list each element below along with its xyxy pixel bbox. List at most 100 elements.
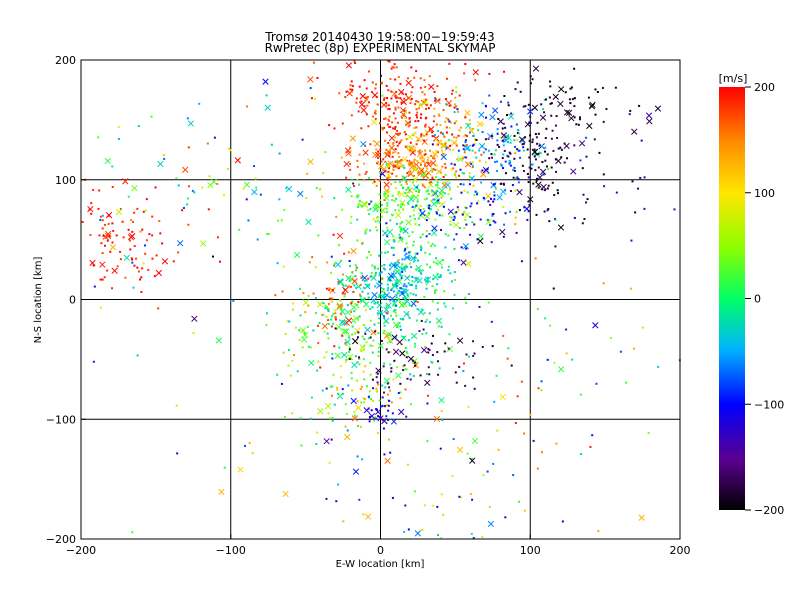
data-point-dot <box>348 336 351 339</box>
data-point-dot <box>449 215 452 218</box>
data-point-dot <box>550 114 553 117</box>
data-point-dot <box>358 363 361 366</box>
data-point-dot <box>398 292 401 295</box>
data-point-x <box>381 230 389 237</box>
data-point-dot <box>441 149 444 152</box>
data-point-dot <box>532 439 535 442</box>
data-point-dot <box>446 180 449 183</box>
data-point-dot <box>439 171 442 174</box>
data-point-dot <box>193 191 196 194</box>
data-point-dot <box>490 320 493 323</box>
data-point-x <box>372 206 379 213</box>
data-point-dot <box>333 262 336 265</box>
data-point-dot <box>369 344 372 347</box>
data-point-x <box>417 309 425 316</box>
data-point-dot <box>386 177 389 180</box>
data-point-dot <box>350 301 353 304</box>
data-point-dot <box>605 107 608 110</box>
data-point-dot <box>436 534 439 537</box>
data-point-dot <box>579 159 582 162</box>
data-point-dot <box>418 149 421 152</box>
data-point-dot <box>386 404 389 407</box>
data-point-dot <box>491 345 494 348</box>
data-point-dot <box>384 160 387 163</box>
data-point-dot <box>418 330 421 333</box>
data-point-dot <box>449 220 452 223</box>
data-point-dot <box>436 302 439 305</box>
data-point-dot <box>106 269 109 272</box>
data-point-dot <box>373 419 376 422</box>
data-point-dot <box>354 264 357 267</box>
data-point-dot <box>406 77 409 80</box>
data-point-dot <box>544 317 547 320</box>
data-point-dot <box>385 222 388 225</box>
data-point-dot <box>507 347 510 350</box>
data-point-x <box>401 155 408 163</box>
data-point-dot <box>631 180 634 183</box>
data-point-dot <box>509 152 512 155</box>
data-point-dot <box>462 183 465 186</box>
data-point-dot <box>478 149 481 152</box>
data-point-dot <box>391 155 394 158</box>
data-point-dot <box>344 96 347 99</box>
data-point-dot <box>361 242 364 245</box>
data-point-dot <box>425 332 428 335</box>
data-point-dot <box>383 362 386 365</box>
data-point-dot <box>405 351 408 354</box>
data-point-x <box>588 103 596 110</box>
data-point-dot <box>534 133 537 136</box>
data-point-dot <box>440 196 443 199</box>
data-point-dot <box>491 135 494 138</box>
data-point-dot <box>401 270 404 273</box>
data-point-dot <box>374 271 377 274</box>
data-point-dot <box>419 86 422 89</box>
data-point-dot <box>384 139 387 142</box>
data-point-dot <box>589 445 592 448</box>
data-point-dot <box>565 352 568 355</box>
data-point-dot <box>181 209 184 212</box>
data-point-dot <box>356 317 359 320</box>
data-point-x <box>413 276 420 284</box>
data-point-x <box>350 304 358 311</box>
data-point-dot <box>577 123 580 126</box>
data-point-dot <box>382 287 385 290</box>
data-point-dot <box>392 235 395 238</box>
data-point-dot <box>104 244 107 247</box>
data-point-dot <box>474 79 477 82</box>
data-point-dot <box>369 373 372 376</box>
data-point-dot <box>442 175 445 178</box>
data-point-dot <box>501 139 504 142</box>
data-point-dot <box>455 91 458 94</box>
data-point-x <box>500 132 508 139</box>
data-point-dot <box>524 105 527 108</box>
data-point-dot <box>394 209 397 212</box>
data-point-dot <box>372 218 375 221</box>
data-point-dot <box>422 100 425 103</box>
data-point-dot <box>384 251 387 254</box>
data-point-dot <box>351 84 354 87</box>
data-point-dot <box>434 176 437 179</box>
data-point-dot <box>316 324 319 327</box>
data-point-dot <box>451 133 454 136</box>
data-point-dot <box>419 116 422 119</box>
data-point-dot <box>365 279 368 282</box>
data-point-dot <box>433 157 436 160</box>
data-point-dot <box>468 183 471 186</box>
data-point-dot <box>329 417 332 420</box>
data-point-dot <box>350 215 353 218</box>
data-point-dot <box>555 170 558 173</box>
data-point-x <box>456 337 464 344</box>
data-point-x <box>431 225 438 232</box>
data-point-dot <box>353 60 356 63</box>
data-point-dot <box>415 257 418 260</box>
data-point-dot <box>359 293 362 296</box>
data-point-dot <box>441 165 444 168</box>
data-point-dot <box>470 129 473 132</box>
data-point-dot <box>534 153 537 156</box>
data-point-dot <box>381 339 384 342</box>
data-point-dot <box>412 374 415 377</box>
data-point-dot <box>434 184 437 187</box>
data-point-x <box>435 168 443 175</box>
data-point-dot <box>413 158 416 161</box>
data-point-dot <box>367 125 370 128</box>
